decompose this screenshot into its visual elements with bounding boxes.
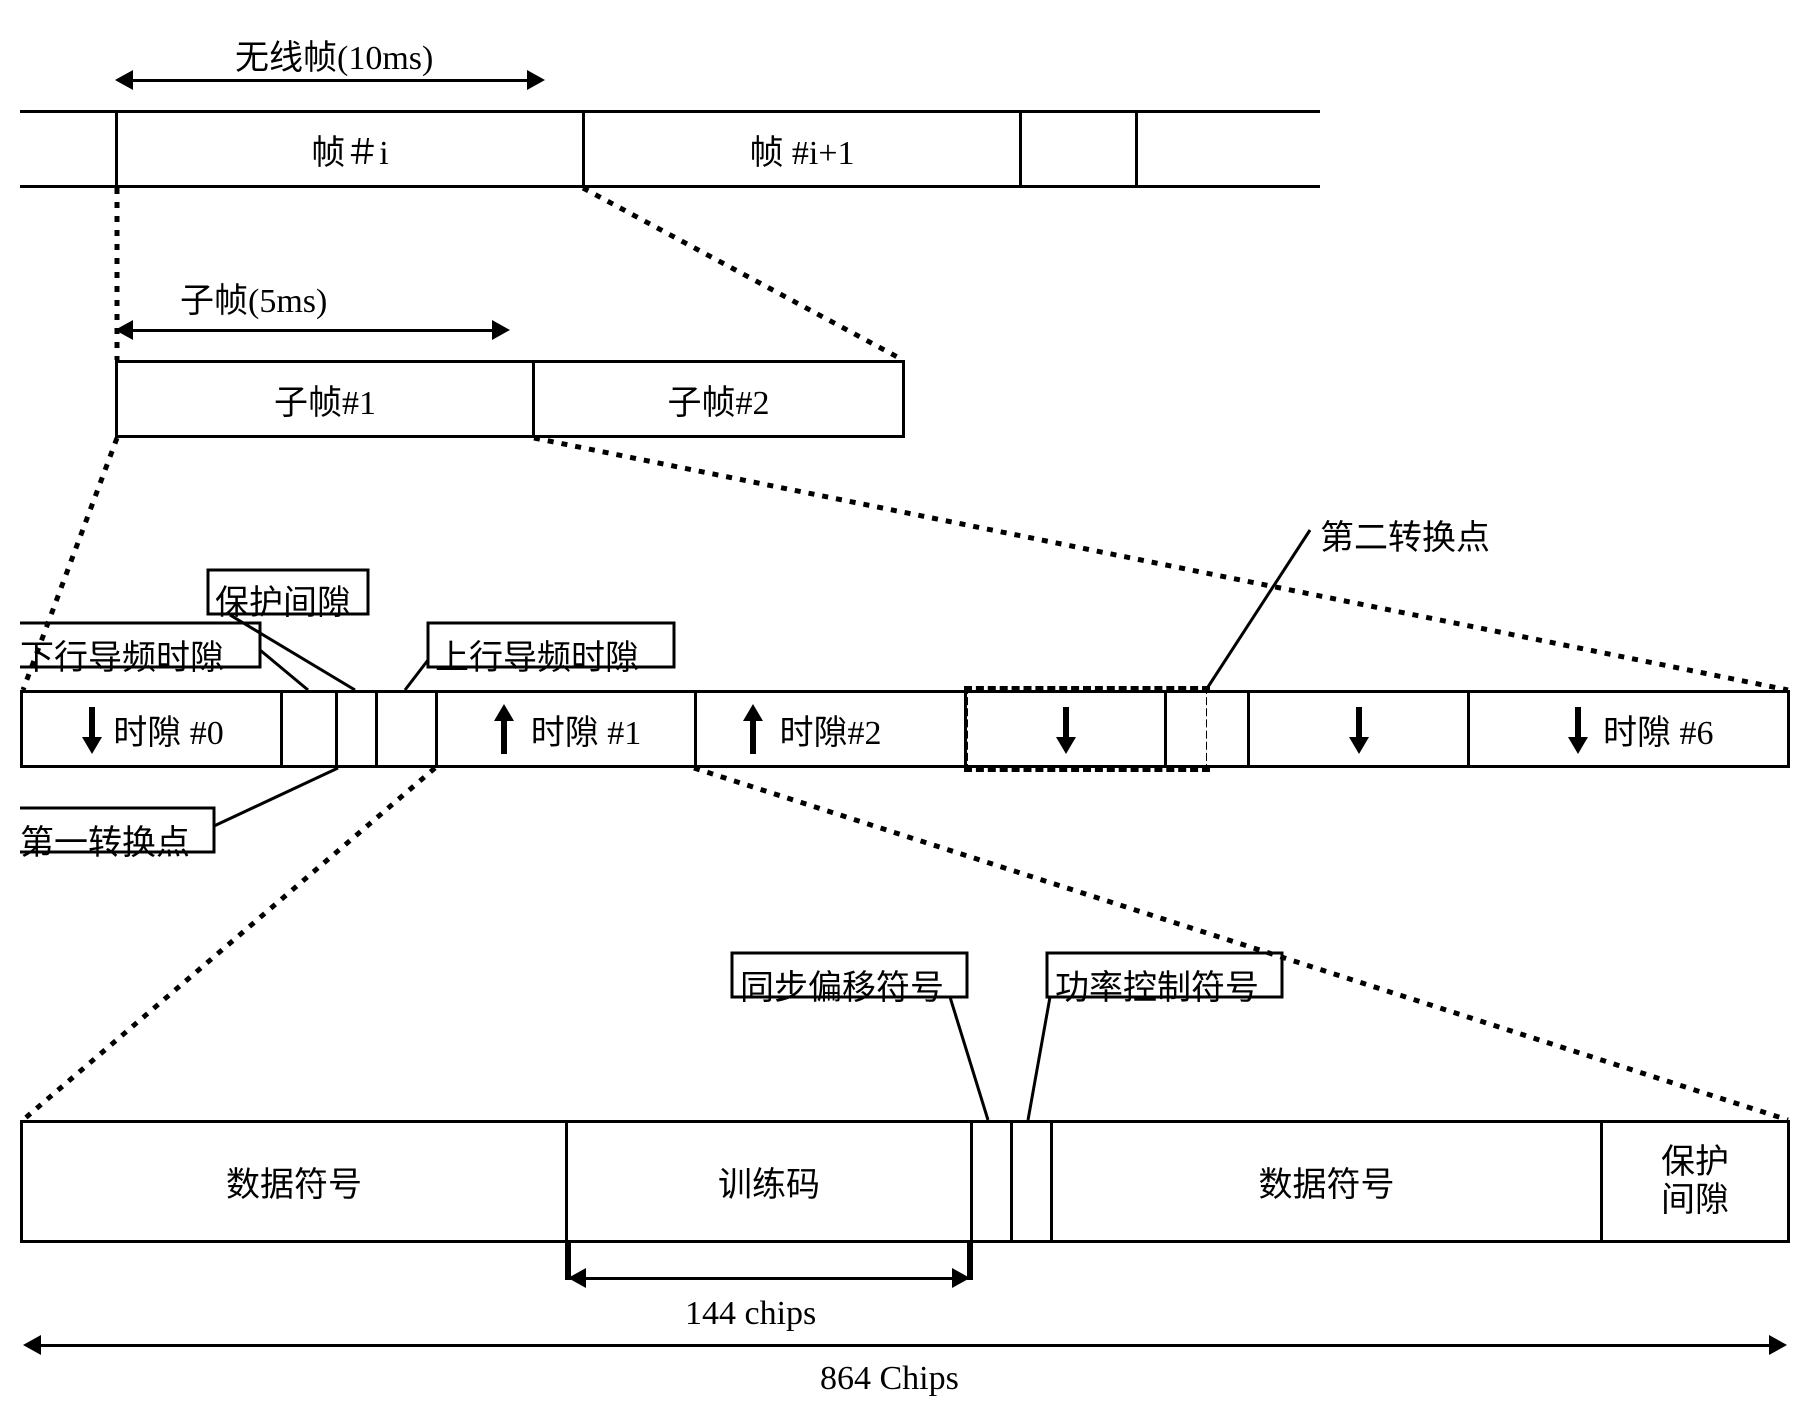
guard2-box: 保护 间隙 [1600,1120,1790,1243]
dl-pilot-label: 下行导频时隙 [20,630,224,679]
point2-dashed [964,686,1210,772]
data-sym-2: 数据符号 [1050,1120,1603,1243]
guard2-text-a: 保护 [1661,1144,1729,1181]
power-sym-label: 功率控制符号 [1055,960,1259,1009]
power-sym-box [1010,1120,1053,1243]
down-arrow-icon [1346,704,1372,754]
slot0-box: 时隙 #0 [20,690,283,768]
sync-sym-label: 同步偏移符号 [740,960,944,1009]
frame-i-text: 帧＃i [311,125,388,174]
ul-pilot-label: 上行导频时隙 [435,630,639,679]
down-arrow-icon [1565,704,1591,754]
point1-label: 第一转换点 [20,815,190,864]
slot1-text: 时隙 #1 [531,705,642,754]
up-arrow-icon [491,704,517,754]
subframe-label: 子帧(5ms) [180,273,327,322]
td-scdma-frame-diagram: 无线帧(10ms) 帧＃i 帧 #i+1 子帧(5ms) 子帧#1 子帧#2 第… [20,30,1790,1390]
radio-frame-label: 无线帧(10ms) [235,30,433,79]
data-sym-1-text: 数据符号 [226,1157,362,1206]
data-sym-2-text: 数据符号 [1259,1157,1395,1206]
slot1-box: 时隙 #1 [435,690,697,768]
chips144-label: 144 chips [685,1295,816,1333]
frame-i-box: 帧＃i [115,110,585,188]
slot6-text: 时隙 #6 [1603,705,1714,754]
sync-sym-box [970,1120,1013,1243]
train-text: 训练码 [718,1157,820,1206]
guard-gap-label: 保护间隙 [215,575,351,624]
subframe1-text: 子帧#1 [274,375,376,424]
ul-pilot-box [375,690,438,768]
data-sym-1: 数据符号 [20,1120,568,1243]
slot0-text: 时隙 #0 [113,705,224,754]
subframe1-box: 子帧#1 [115,360,535,438]
slot6-box-a [1247,690,1470,768]
down-arrow-icon [79,704,105,754]
guard-gap-box [335,690,378,768]
slot2-box: 时隙#2 [694,690,927,768]
frame-i1-box: 帧 #i+1 [582,110,1022,188]
up-arrow-icon [740,704,766,754]
slot6-box: 时隙 #6 [1467,690,1790,768]
point2-label: 第二转换点 [1320,510,1490,559]
frame-i1-text: 帧 #i+1 [749,125,854,174]
slot-gap-b [1207,690,1250,768]
dl-pilot-box [280,690,338,768]
subframe2-box: 子帧#2 [532,360,905,438]
train-box: 训练码 [565,1120,973,1243]
subframe2-text: 子帧#2 [668,375,770,424]
guard2-text-b: 间隙 [1661,1182,1729,1219]
chips864-label: 864 Chips [820,1360,959,1398]
frame-end-tick [1135,110,1138,188]
slot-gap-a [924,690,967,768]
slot2-text: 时隙#2 [780,705,882,754]
